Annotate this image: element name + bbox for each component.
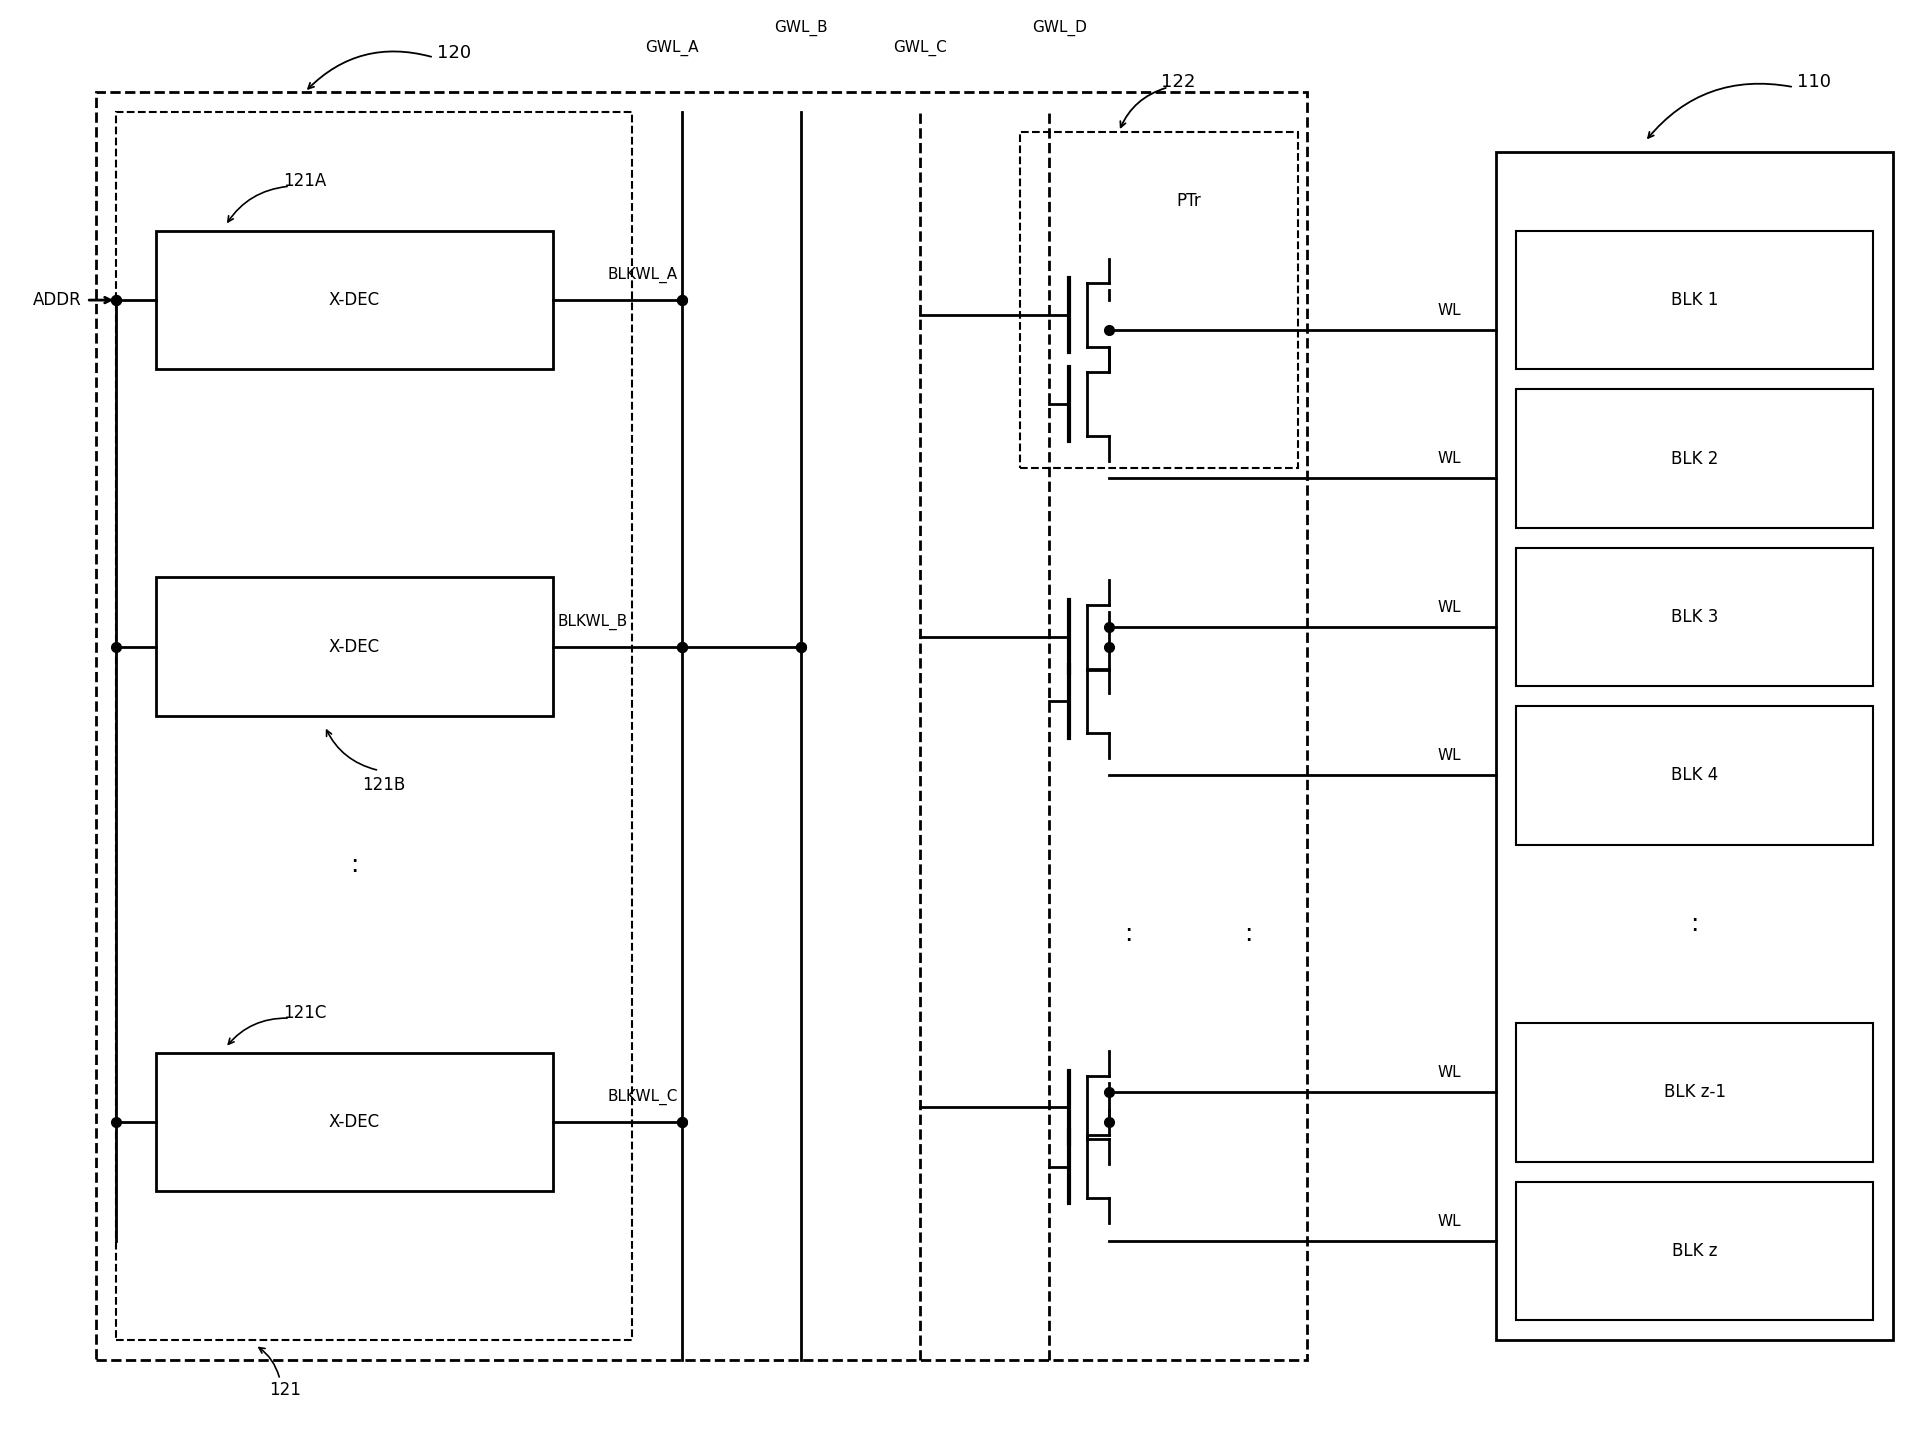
Text: BLK z-1: BLK z-1: [1663, 1083, 1725, 1102]
Text: WL: WL: [1438, 600, 1461, 615]
Text: BLK 1: BLK 1: [1671, 291, 1719, 309]
Text: WL: WL: [1438, 1066, 1461, 1080]
Text: GWL_B: GWL_B: [775, 20, 829, 36]
Bar: [1515, 389, 1873, 528]
Text: 121A: 121A: [283, 172, 327, 191]
Text: X-DEC: X-DEC: [329, 291, 381, 309]
Bar: [1515, 231, 1873, 369]
Text: WL: WL: [1438, 302, 1461, 318]
Text: GWL_C: GWL_C: [894, 39, 948, 55]
Bar: [1515, 548, 1873, 687]
Bar: [115, 111, 633, 1340]
Text: 122: 122: [1161, 74, 1196, 91]
Text: WL: WL: [1438, 748, 1461, 763]
Text: 121B: 121B: [363, 777, 406, 794]
Text: WL: WL: [1438, 451, 1461, 466]
Text: ADDR: ADDR: [33, 291, 81, 309]
Text: :: :: [1690, 912, 1698, 936]
Bar: [156, 1053, 554, 1192]
Text: 110: 110: [1796, 74, 1831, 91]
Text: GWL_D: GWL_D: [1033, 20, 1086, 36]
Text: BLK 3: BLK 3: [1671, 607, 1719, 626]
Text: :: :: [1125, 923, 1133, 946]
Text: X-DEC: X-DEC: [329, 638, 381, 655]
Text: PTr: PTr: [1177, 192, 1200, 210]
Text: 121C: 121C: [283, 1004, 327, 1022]
Text: BLK 4: BLK 4: [1671, 766, 1719, 785]
Text: :: :: [1244, 923, 1252, 946]
Text: 120: 120: [437, 43, 471, 62]
Bar: [1019, 132, 1298, 469]
Text: WL: WL: [1438, 1213, 1461, 1229]
Text: BLKWL_B: BLKWL_B: [558, 615, 629, 630]
Text: GWL_A: GWL_A: [646, 39, 698, 55]
Bar: [1515, 1024, 1873, 1161]
Text: BLK z: BLK z: [1671, 1242, 1717, 1259]
Bar: [1496, 152, 1894, 1340]
Bar: [1515, 1181, 1873, 1320]
Text: BLK 2: BLK 2: [1671, 450, 1719, 467]
Text: X-DEC: X-DEC: [329, 1113, 381, 1131]
Bar: [156, 577, 554, 716]
Text: BLKWL_A: BLKWL_A: [608, 268, 677, 283]
Bar: [96, 93, 1308, 1359]
Text: BLKWL_C: BLKWL_C: [608, 1089, 679, 1106]
Text: :: :: [350, 853, 358, 876]
Bar: [156, 231, 554, 369]
Bar: [1515, 706, 1873, 844]
Text: 121: 121: [269, 1381, 300, 1398]
